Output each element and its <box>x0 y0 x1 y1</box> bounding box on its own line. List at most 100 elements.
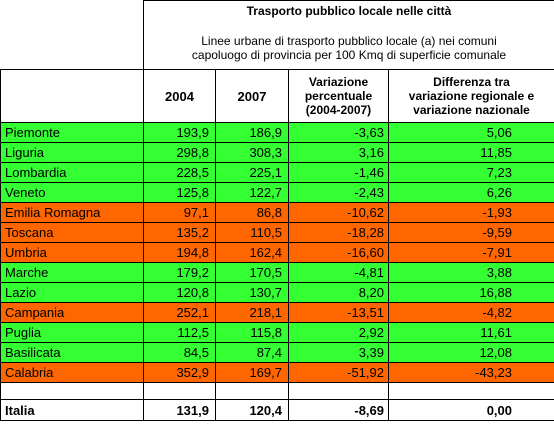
spacer-cell[interactable] <box>0 382 144 400</box>
region-cell[interactable]: Lombardia <box>0 162 144 183</box>
variation-cell[interactable]: -51,92 <box>288 362 389 383</box>
difference-cell[interactable]: 12,08 <box>388 342 554 363</box>
table-row: Lazio 120,8 130,7 8,20 16,88 <box>0 282 554 303</box>
value-2004-cell[interactable]: 298,8 <box>143 142 216 163</box>
variation-cell[interactable]: 2,92 <box>288 322 389 343</box>
table-row: Toscana 135,2 110,5 -18,28 -9,59 <box>0 222 554 243</box>
value-2004-cell[interactable]: 120,8 <box>143 282 216 303</box>
difference-cell[interactable]: 16,88 <box>388 282 554 303</box>
total-2004-cell[interactable]: 131,9 <box>143 399 216 421</box>
value-2007-cell[interactable]: 110,5 <box>215 222 289 243</box>
difference-cell[interactable]: -1,93 <box>388 202 554 223</box>
variation-cell[interactable]: -1,46 <box>288 162 389 183</box>
total-region-cell[interactable]: Italia <box>0 399 144 421</box>
region-cell[interactable]: Puglia <box>0 322 144 343</box>
region-cell[interactable]: Veneto <box>0 182 144 203</box>
corner-cell[interactable] <box>1 1 144 70</box>
region-cell[interactable]: Lazio <box>0 282 144 303</box>
table-row: Basilicata 84,5 87,4 3,39 12,08 <box>0 342 554 363</box>
value-2004-cell[interactable]: 125,8 <box>143 182 216 203</box>
value-2007-cell[interactable]: 87,4 <box>215 342 289 363</box>
region-cell[interactable]: Campania <box>0 302 144 323</box>
table-subtitle-line2: capoluogo di provincia per 100 Kmq di su… <box>191 48 507 62</box>
difference-cell[interactable]: -7,91 <box>388 242 554 263</box>
region-cell[interactable]: Emilia Romagna <box>0 202 144 223</box>
title-row: Trasporto pubblico locale nelle città Li… <box>1 0 554 70</box>
variation-cell[interactable]: -18,28 <box>288 222 389 243</box>
table-row: Umbria 194,8 162,4 -16,60 -7,91 <box>0 242 554 263</box>
header-variation-line3: (2004-2007) <box>305 103 372 117</box>
difference-cell[interactable]: -43,23 <box>388 362 554 383</box>
variation-cell[interactable]: 3,39 <box>288 342 389 363</box>
header-variation[interactable]: Variazione percentuale (2004-2007) <box>288 69 389 123</box>
value-2004-cell[interactable]: 252,1 <box>143 302 216 323</box>
spacer-cell[interactable] <box>143 382 216 400</box>
difference-cell[interactable]: 6,26 <box>388 182 554 203</box>
table-row: Marche 179,2 170,5 -4,81 3,88 <box>0 262 554 283</box>
region-cell[interactable]: Marche <box>0 262 144 283</box>
value-2007-cell[interactable]: 308,3 <box>215 142 289 163</box>
difference-cell[interactable]: -9,59 <box>388 222 554 243</box>
total-2007-cell[interactable]: 120,4 <box>215 399 289 421</box>
value-2007-cell[interactable]: 170,5 <box>215 262 289 283</box>
difference-cell[interactable]: 3,88 <box>388 262 554 283</box>
difference-cell[interactable]: 5,06 <box>388 122 554 143</box>
value-2007-cell[interactable]: 115,8 <box>215 322 289 343</box>
title-cell[interactable]: Trasporto pubblico locale nelle città Li… <box>143 0 554 70</box>
value-2007-cell[interactable]: 86,8 <box>215 202 289 223</box>
total-row: Italia 131,9 120,4 -8,69 0,00 <box>0 399 554 421</box>
variation-cell[interactable]: 3,16 <box>288 142 389 163</box>
value-2004-cell[interactable]: 194,8 <box>143 242 216 263</box>
value-2007-cell[interactable]: 169,7 <box>215 362 289 383</box>
value-2004-cell[interactable]: 97,1 <box>143 202 216 223</box>
value-2004-cell[interactable]: 352,9 <box>143 362 216 383</box>
difference-cell[interactable]: -4,82 <box>388 302 554 323</box>
header-2007[interactable]: 2007 <box>215 69 289 123</box>
header-2004[interactable]: 2004 <box>143 69 216 123</box>
region-cell[interactable]: Basilicata <box>0 342 144 363</box>
table-row: Puglia 112,5 115,8 2,92 11,61 <box>0 322 554 343</box>
value-2004-cell[interactable]: 228,5 <box>143 162 216 183</box>
variation-cell[interactable]: 8,20 <box>288 282 389 303</box>
variation-cell[interactable]: -2,43 <box>288 182 389 203</box>
value-2004-cell[interactable]: 135,2 <box>143 222 216 243</box>
table-row: Calabria 352,9 169,7 -51,92 -43,23 <box>0 362 554 383</box>
variation-cell[interactable]: -16,60 <box>288 242 389 263</box>
header-difference[interactable]: Differenza tra variazione regionale e va… <box>388 69 554 123</box>
spacer-cell[interactable] <box>388 382 554 400</box>
region-cell[interactable]: Liguria <box>0 142 144 163</box>
region-cell[interactable]: Toscana <box>0 222 144 243</box>
difference-cell[interactable]: 11,85 <box>388 142 554 163</box>
total-variation-cell[interactable]: -8,69 <box>288 399 389 421</box>
total-difference-cell[interactable]: 0,00 <box>388 399 554 421</box>
value-2004-cell[interactable]: 112,5 <box>143 322 216 343</box>
region-cell[interactable]: Piemonte <box>0 122 144 143</box>
region-cell[interactable]: Umbria <box>0 242 144 263</box>
variation-cell[interactable]: -13,51 <box>288 302 389 323</box>
value-2004-cell[interactable]: 193,9 <box>143 122 216 143</box>
spacer-cell[interactable] <box>288 382 389 400</box>
variation-cell[interactable]: -4,81 <box>288 262 389 283</box>
value-2007-cell[interactable]: 162,4 <box>215 242 289 263</box>
value-2007-cell[interactable]: 218,1 <box>215 302 289 323</box>
table-subtitle-line1: Linee urbane di trasporto pubblico local… <box>201 34 497 48</box>
spacer-cell[interactable] <box>215 382 289 400</box>
variation-cell[interactable]: -3,63 <box>288 122 389 143</box>
value-2004-cell[interactable]: 179,2 <box>143 262 216 283</box>
value-2007-cell[interactable]: 130,7 <box>215 282 289 303</box>
table-row: Liguria 298,8 308,3 3,16 11,85 <box>0 142 554 163</box>
header-region-cell[interactable] <box>0 69 144 123</box>
value-2007-cell[interactable]: 122,7 <box>215 182 289 203</box>
value-2004-cell[interactable]: 84,5 <box>143 342 216 363</box>
value-2007-cell[interactable]: 225,1 <box>215 162 289 183</box>
header-difference-line3: variazione nazionale <box>413 103 530 117</box>
variation-cell[interactable]: -10,62 <box>288 202 389 223</box>
region-cell[interactable]: Calabria <box>0 362 144 383</box>
header-variation-line1: Variazione <box>308 75 369 89</box>
difference-cell[interactable]: 7,23 <box>388 162 554 183</box>
value-2007-cell[interactable]: 186,9 <box>215 122 289 143</box>
header-variation-line2: percentuale <box>304 89 373 103</box>
difference-cell[interactable]: 11,61 <box>388 322 554 343</box>
